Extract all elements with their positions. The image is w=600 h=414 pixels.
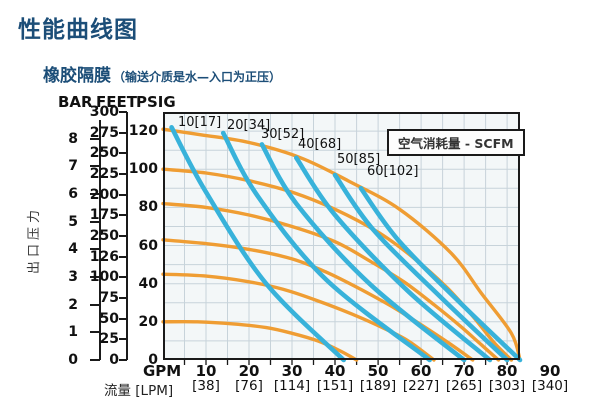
- y-axes-ticks: 8 7 6 5 4 3 2 1 0 300 275 250 225 200 175 250 126 100 75 50…: [0, 104, 163, 372]
- bar-axis-line: [99, 120, 101, 360]
- feet-tick-75: 75: [99, 290, 119, 306]
- bar-tick-4: 4: [68, 241, 78, 257]
- feet-tick-0: 0: [109, 352, 119, 368]
- feet-tick-200: 200: [89, 187, 119, 203]
- bar-tick-5: 5: [68, 214, 78, 230]
- feet-tick-126: 126: [89, 249, 119, 265]
- bar-tickmark: [90, 165, 100, 167]
- air-line-label-20[34]: 20[34]: [227, 118, 271, 133]
- feet-tick-300: 300: [89, 104, 119, 120]
- x-tick-lpm-60: [227]: [402, 378, 440, 394]
- x-tick-gpm-20: 20: [238, 362, 260, 380]
- bar-tick-0: 0: [68, 352, 78, 368]
- feet-tick-250: 250: [89, 228, 119, 244]
- x-tick-lpm-50: [189]: [359, 378, 397, 394]
- air-line-label-50[85]: 50[85]: [337, 152, 381, 167]
- psig-tick-60: 60: [138, 238, 158, 254]
- feet-tick-275: 275: [89, 125, 119, 141]
- x-tick-lpm-40: [151]: [316, 378, 354, 394]
- bar-tick-7: 7: [68, 158, 78, 174]
- page-title: 性能曲线图: [18, 17, 138, 43]
- legend-box: 空气消耗量 - SCFM: [387, 129, 525, 156]
- bar-tick-2: 2: [68, 297, 78, 313]
- x-tick-gpm-30: 30: [281, 362, 303, 380]
- feet-tickmark: [119, 132, 127, 134]
- x-tick-lpm-20: [76]: [235, 378, 263, 394]
- x-axis-unit-gpm: GPM: [143, 362, 182, 380]
- x-tick-gpm-60: 60: [410, 362, 432, 380]
- feet-tickmark: [119, 359, 127, 361]
- feet-tickmark: [119, 276, 127, 278]
- feet-tickmark: [119, 297, 127, 299]
- x-tick-gpm-80: 80: [496, 362, 518, 380]
- feet-tickmark: [119, 256, 127, 258]
- feet-tick-225: 225: [89, 166, 119, 182]
- x-tick-lpm-30: [114]: [273, 378, 311, 394]
- bar-axis-header: BAR: [58, 93, 93, 111]
- psig-axis-header: PSIG: [136, 93, 176, 111]
- bar-tickmark: [90, 221, 100, 223]
- feet-tickmark: [119, 111, 127, 113]
- bar-tick-1: 1: [68, 324, 78, 340]
- x-axis: GPM 流量 [LPM] 10 [38] 20 [76] 30 [114] 40 [151] 50[…: [104, 362, 568, 402]
- feet-tickmark: [119, 173, 127, 175]
- feet-tick-100: 100: [89, 269, 119, 285]
- bar-tickmark: [90, 193, 100, 195]
- x-tick-lpm-80: [303]: [488, 378, 526, 394]
- psig-tick-120: 120: [128, 123, 158, 139]
- x-tick-lpm-90: [340]: [531, 378, 569, 394]
- feet-tickmark: [119, 194, 127, 196]
- bar-tickmark: [90, 138, 100, 140]
- feet-tickmark: [119, 214, 127, 216]
- diaphragm-type-label: 橡胶隔膜: [43, 66, 111, 86]
- feet-axis-line: [126, 112, 128, 360]
- chart-canvas: [161, 112, 523, 365]
- bar-tick-6: 6: [68, 186, 78, 202]
- psig-tick-100: 100: [128, 161, 158, 177]
- legend-label: 空气消耗量 - SCFM: [398, 136, 514, 151]
- air-line-label-10[17]: 10[17]: [178, 115, 222, 130]
- x-tick-lpm-10: [38]: [192, 378, 220, 394]
- feet-tick-250: 250: [89, 145, 119, 161]
- chart-subtitle: 橡胶隔膜 （输送介质是水—入口为正压）: [43, 61, 281, 86]
- feet-tickmark: [119, 152, 127, 154]
- bar-tickmark: [90, 331, 100, 333]
- x-tick-lpm-70: [265]: [445, 378, 483, 394]
- psig-tick-40: 40: [138, 276, 158, 292]
- subtitle-note: （输送介质是水—入口为正压）: [113, 70, 282, 84]
- psig-tick-80: 80: [138, 199, 158, 215]
- x-tick-gpm-10: 10: [195, 362, 217, 380]
- feet-tick-25: 25: [99, 331, 119, 347]
- plot-area: 10[17] 20[34] 30[52] 40[68] 50[85] 60[102] 空气…: [161, 112, 525, 365]
- air-line-label-40[68]: 40[68]: [298, 137, 342, 152]
- x-tick-gpm-40: 40: [324, 362, 346, 380]
- psig-tick-0: 0: [148, 352, 158, 368]
- x-axis-unit-lpm: 流量 [LPM]: [104, 383, 174, 399]
- psig-tick-20: 20: [138, 314, 158, 330]
- feet-tickmark: [119, 338, 127, 340]
- bar-tickmark: [90, 276, 100, 278]
- feet-tickmark: [119, 235, 127, 237]
- air-line-label-60[102]: 60[102]: [367, 164, 419, 179]
- air-line-label-30[52]: 30[52]: [261, 127, 305, 142]
- feet-tick-50: 50: [99, 311, 119, 327]
- x-tick-gpm-50: 50: [367, 362, 389, 380]
- bar-tickmark: [90, 304, 100, 306]
- bar-tick-8: 8: [68, 131, 78, 147]
- feet-tickmark: [119, 318, 127, 320]
- x-tick-gpm-70: 70: [453, 362, 475, 380]
- bar-tick-3: 3: [68, 269, 78, 285]
- bar-tickmark: [90, 359, 100, 361]
- feet-tick-175: 175: [89, 207, 119, 223]
- bar-tickmark: [90, 248, 100, 250]
- feet-axis-header: FEET: [96, 93, 137, 111]
- x-tick-gpm-90: 90: [539, 362, 561, 380]
